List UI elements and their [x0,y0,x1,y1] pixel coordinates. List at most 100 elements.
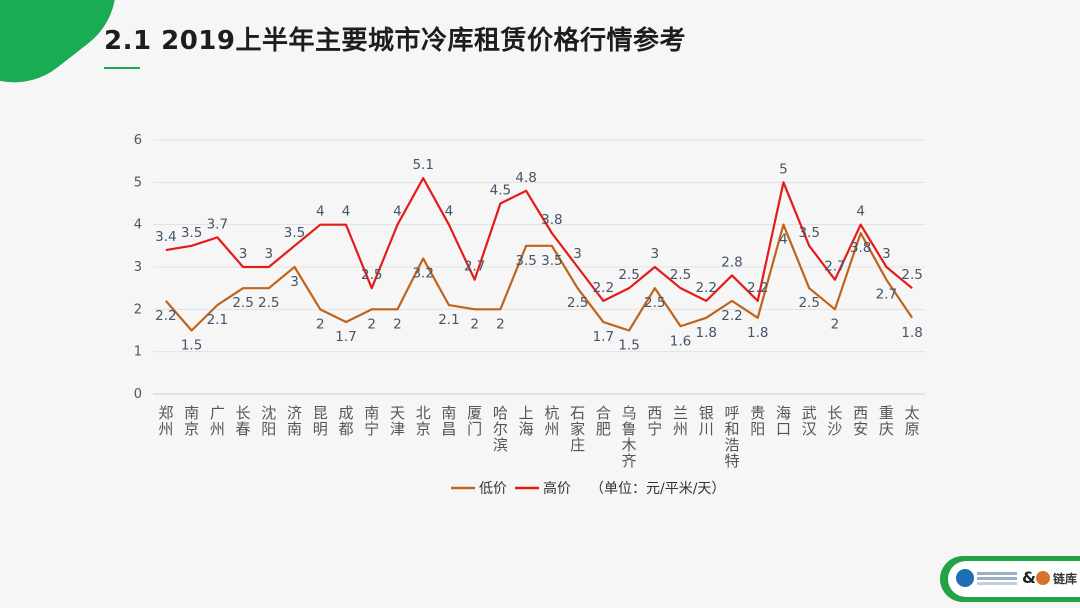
data-label: 3 [239,246,248,262]
x-tick-label: 兰州 [673,404,688,438]
data-label: 5.1 [412,157,433,173]
x-tick-label: 成都 [338,404,353,438]
x-tick-label: 杭州 [544,404,559,438]
footer-brand-name: 链库 [1053,572,1078,586]
data-label: 2 [470,316,479,332]
x-tick-label: 西宁 [647,404,662,438]
x-tick-label: 沈阳 [261,404,276,438]
x-tick-label: 昆明 [313,404,328,438]
footer-ampersand: & [1022,568,1036,587]
data-label: 2 [393,316,402,332]
x-tick-label: 海口 [776,404,791,438]
data-label: 3.2 [412,266,433,282]
data-label: 2.1 [207,312,228,328]
data-label: 1.5 [618,338,639,354]
data-label: 3 [573,246,582,262]
x-tick-label: 乌鲁木齐 [622,404,637,470]
data-label: 2.5 [901,267,922,283]
x-tick-label: 石家庄 [570,404,585,454]
data-label: 4 [445,204,454,220]
data-label: 3.7 [207,216,228,232]
data-label: 3 [265,246,274,262]
brand-logo-icon [1036,571,1050,585]
data-label: 3.5 [798,225,819,241]
data-label: 5 [779,161,788,177]
data-label: 1.8 [696,325,717,341]
data-label: 2.7 [464,259,485,275]
data-label: 3 [290,274,299,290]
x-tick-label: 北京 [416,404,431,438]
data-label: 2.5 [644,295,665,311]
data-label: 1.7 [593,329,614,345]
data-label: 3.5 [181,225,202,241]
x-tick-label: 哈尔滨 [493,404,508,454]
x-tick-label: 银川 [699,404,714,438]
data-label: 1.7 [335,329,356,345]
title-underline [104,67,140,69]
data-label: 2.2 [696,280,717,296]
data-label: 3.4 [155,229,176,245]
data-label: 4 [342,204,351,220]
y-tick-label: 4 [134,218,142,233]
association-name-graphic [977,572,1017,575]
series-line [165,177,913,302]
data-label: 4.5 [490,183,511,199]
data-label: 2.5 [361,267,382,283]
data-label: 2.5 [567,295,588,311]
data-label: 1.8 [901,325,922,341]
data-label: 3.5 [515,253,536,269]
x-tick-label: 贵阳 [750,404,765,438]
x-tick-label: 上海 [519,404,534,438]
x-tick-label: 长沙 [827,404,842,438]
data-label: 2 [831,316,840,332]
y-tick-label: 5 [134,175,142,190]
x-tick-label: 武汉 [802,404,817,438]
data-label: 2.2 [593,280,614,296]
data-label: 1.8 [747,325,768,341]
x-tick-label: 郑州 [158,404,173,438]
x-tick-label: 重庆 [879,404,894,438]
x-tick-label: 呼和浩特 [724,404,739,470]
association-logo-icon [956,569,974,587]
data-label: 4 [856,204,865,220]
data-label: 4 [316,204,325,220]
legend-label: 高价 [543,480,571,497]
data-label: 2 [496,316,505,332]
legend-label: 低价 [479,481,507,497]
x-tick-label: 合肥 [596,404,611,438]
data-label: 3.8 [850,240,871,256]
data-label: 1.6 [670,333,691,349]
x-tick-label: 太原 [905,404,920,438]
y-tick-label: 0 [134,387,142,402]
data-label: 2.5 [670,267,691,283]
data-label: 2.2 [747,280,768,296]
x-tick-label: 南昌 [441,404,456,438]
x-tick-label: 西安 [853,404,868,438]
x-tick-label: 南宁 [364,404,379,438]
data-label: 2 [316,316,325,332]
data-label: 4 [779,232,788,248]
data-label: 2.7 [824,259,845,275]
y-tick-label: 3 [134,260,142,275]
data-label: 3 [651,246,660,262]
data-label: 4 [393,204,402,220]
data-label: 2.5 [232,295,253,311]
data-label: 3.5 [284,225,305,241]
data-label: 2.5 [798,295,819,311]
data-label: 1.5 [181,338,202,354]
data-label: 2.2 [721,308,742,324]
data-label: 2.7 [876,287,897,303]
series-line [165,223,914,332]
data-label: 2.1 [438,312,459,328]
page-title: 2.1 2019上半年主要城市冷库租赁价格行情参考 [104,26,686,56]
data-label: 2.5 [618,267,639,283]
x-tick-label: 厦门 [467,404,482,438]
data-label: 2.5 [258,295,279,311]
y-tick-label: 6 [134,133,142,148]
data-label: 3.5 [541,253,562,269]
y-tick-label: 1 [134,345,142,360]
x-tick-label: 济南 [287,404,302,438]
unit-note: （单位：元/平米/天） [590,481,725,497]
data-label: 2.8 [721,254,742,270]
